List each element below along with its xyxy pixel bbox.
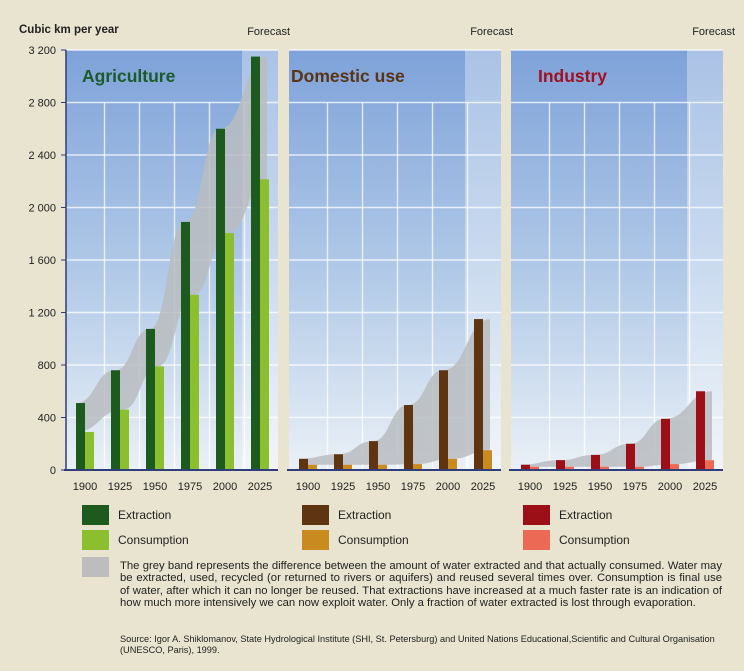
x-tick-label: 2000 (213, 481, 237, 493)
industry-bar-consumption-1900 (530, 466, 539, 470)
agriculture-bar-extraction-2025 (251, 56, 260, 470)
x-tick-label: 2025 (693, 481, 717, 493)
y-tick-label: 2 800 (28, 98, 56, 110)
domestic-use-forecast-label: Forecast (470, 26, 513, 38)
agriculture-panel-title: Agriculture (82, 66, 176, 86)
domestic-use-panel-title: Domestic use (291, 66, 405, 86)
y-tick-label: 0 (50, 465, 56, 477)
x-tick-label: 1900 (296, 481, 320, 493)
domestic-use-bar-consumption-2000 (448, 458, 457, 470)
domestic-use-bar-consumption-1925 (343, 464, 352, 470)
agriculture-bar-extraction-1950 (146, 328, 155, 470)
x-tick-label: 1925 (108, 481, 132, 493)
x-tick-label: 2025 (248, 481, 272, 493)
legend-swatch-consumption (523, 530, 550, 550)
legend-label-extraction: Extraction (559, 508, 613, 522)
x-tick-label: 2000 (658, 481, 682, 493)
industry-bar-extraction-1975 (626, 443, 635, 470)
agriculture-forecast-label: Forecast (247, 26, 290, 38)
domestic-use-bar-extraction-1975 (404, 405, 413, 470)
legend-swatch-grey-band (82, 557, 109, 577)
y-tick-label: 1 200 (28, 308, 56, 320)
legend-swatch-extraction (523, 505, 550, 525)
industry-bar-extraction-1925 (556, 460, 565, 470)
x-tick-label: 1975 (178, 481, 202, 493)
agriculture-bar-consumption-1925 (120, 409, 129, 470)
agriculture-bar-consumption-1950 (155, 366, 164, 470)
industry-bar-consumption-2000 (670, 464, 679, 470)
industry-bar-consumption-1925 (565, 466, 574, 470)
x-tick-label: 1975 (623, 481, 647, 493)
industry-bar-extraction-2000 (661, 418, 670, 470)
domestic-use-bar-extraction-2025 (474, 319, 483, 470)
agriculture-bar-extraction-1925 (111, 370, 120, 470)
industry-bar-extraction-2025 (696, 391, 705, 470)
agriculture-bar-consumption-1975 (190, 294, 199, 470)
legend-swatch-extraction (82, 505, 109, 525)
domestic-use-bar-consumption-1900 (308, 464, 317, 470)
domestic-use-bar-extraction-1925 (334, 454, 343, 470)
y-axis-label: Cubic km per year (19, 24, 119, 36)
source-note: Source: Igor A. Shiklomanov, State Hydro… (120, 634, 715, 655)
x-tick-label: 1950 (366, 481, 390, 493)
industry-bar-consumption-1950 (600, 466, 609, 470)
x-tick-label: 1925 (331, 481, 355, 493)
x-tick-label: 1975 (401, 481, 425, 493)
y-tick-label: 2 000 (28, 203, 56, 215)
x-tick-label: 2000 (436, 481, 460, 493)
legend-swatch-consumption (82, 530, 109, 550)
domestic-use-bar-extraction-1900 (299, 458, 308, 470)
legend-label-extraction: Extraction (338, 508, 392, 522)
legend-label-consumption: Consumption (338, 533, 409, 547)
industry-bar-consumption-2025 (705, 460, 714, 470)
domestic-use-bar-extraction-1950 (369, 441, 378, 470)
domestic-use-bar-consumption-1975 (413, 464, 422, 470)
agriculture-bar-consumption-1900 (85, 431, 94, 470)
domestic-use-bar-extraction-2000 (439, 370, 448, 470)
legend-swatch-consumption (302, 530, 329, 550)
agriculture-bar-extraction-1900 (76, 403, 85, 470)
industry-panel-title: Industry (538, 66, 607, 86)
x-tick-label: 2025 (471, 481, 495, 493)
y-tick-label: 400 (38, 413, 56, 425)
y-tick-label: 3 200 (28, 45, 56, 57)
x-tick-label: 1925 (553, 481, 577, 493)
industry-forecast-label: Forecast (692, 26, 735, 38)
agriculture-bar-extraction-1975 (181, 221, 190, 470)
agriculture-bar-extraction-2000 (216, 128, 225, 470)
grey-band-note: The grey band represents the difference … (120, 560, 722, 609)
y-tick-label: 800 (38, 360, 56, 372)
legend-label-consumption: Consumption (559, 533, 630, 547)
x-tick-label: 1950 (143, 481, 167, 493)
x-tick-label: 1900 (518, 481, 542, 493)
industry-bar-extraction-1900 (521, 464, 530, 470)
domestic-use-bar-consumption-1950 (378, 464, 387, 470)
y-tick-label: 1 600 (28, 255, 56, 267)
x-tick-label: 1950 (588, 481, 612, 493)
industry-bar-extraction-1950 (591, 454, 600, 470)
legend-label-consumption: Consumption (118, 533, 189, 547)
domestic-use-bar-consumption-2025 (483, 450, 492, 470)
y-tick-label: 2 400 (28, 150, 56, 162)
legend-swatch-extraction (302, 505, 329, 525)
industry-bar-consumption-1975 (635, 466, 644, 470)
agriculture-bar-consumption-2025 (260, 179, 269, 470)
x-tick-label: 1900 (73, 481, 97, 493)
legend-label-extraction: Extraction (118, 508, 172, 522)
agriculture-bar-consumption-2000 (225, 233, 234, 470)
